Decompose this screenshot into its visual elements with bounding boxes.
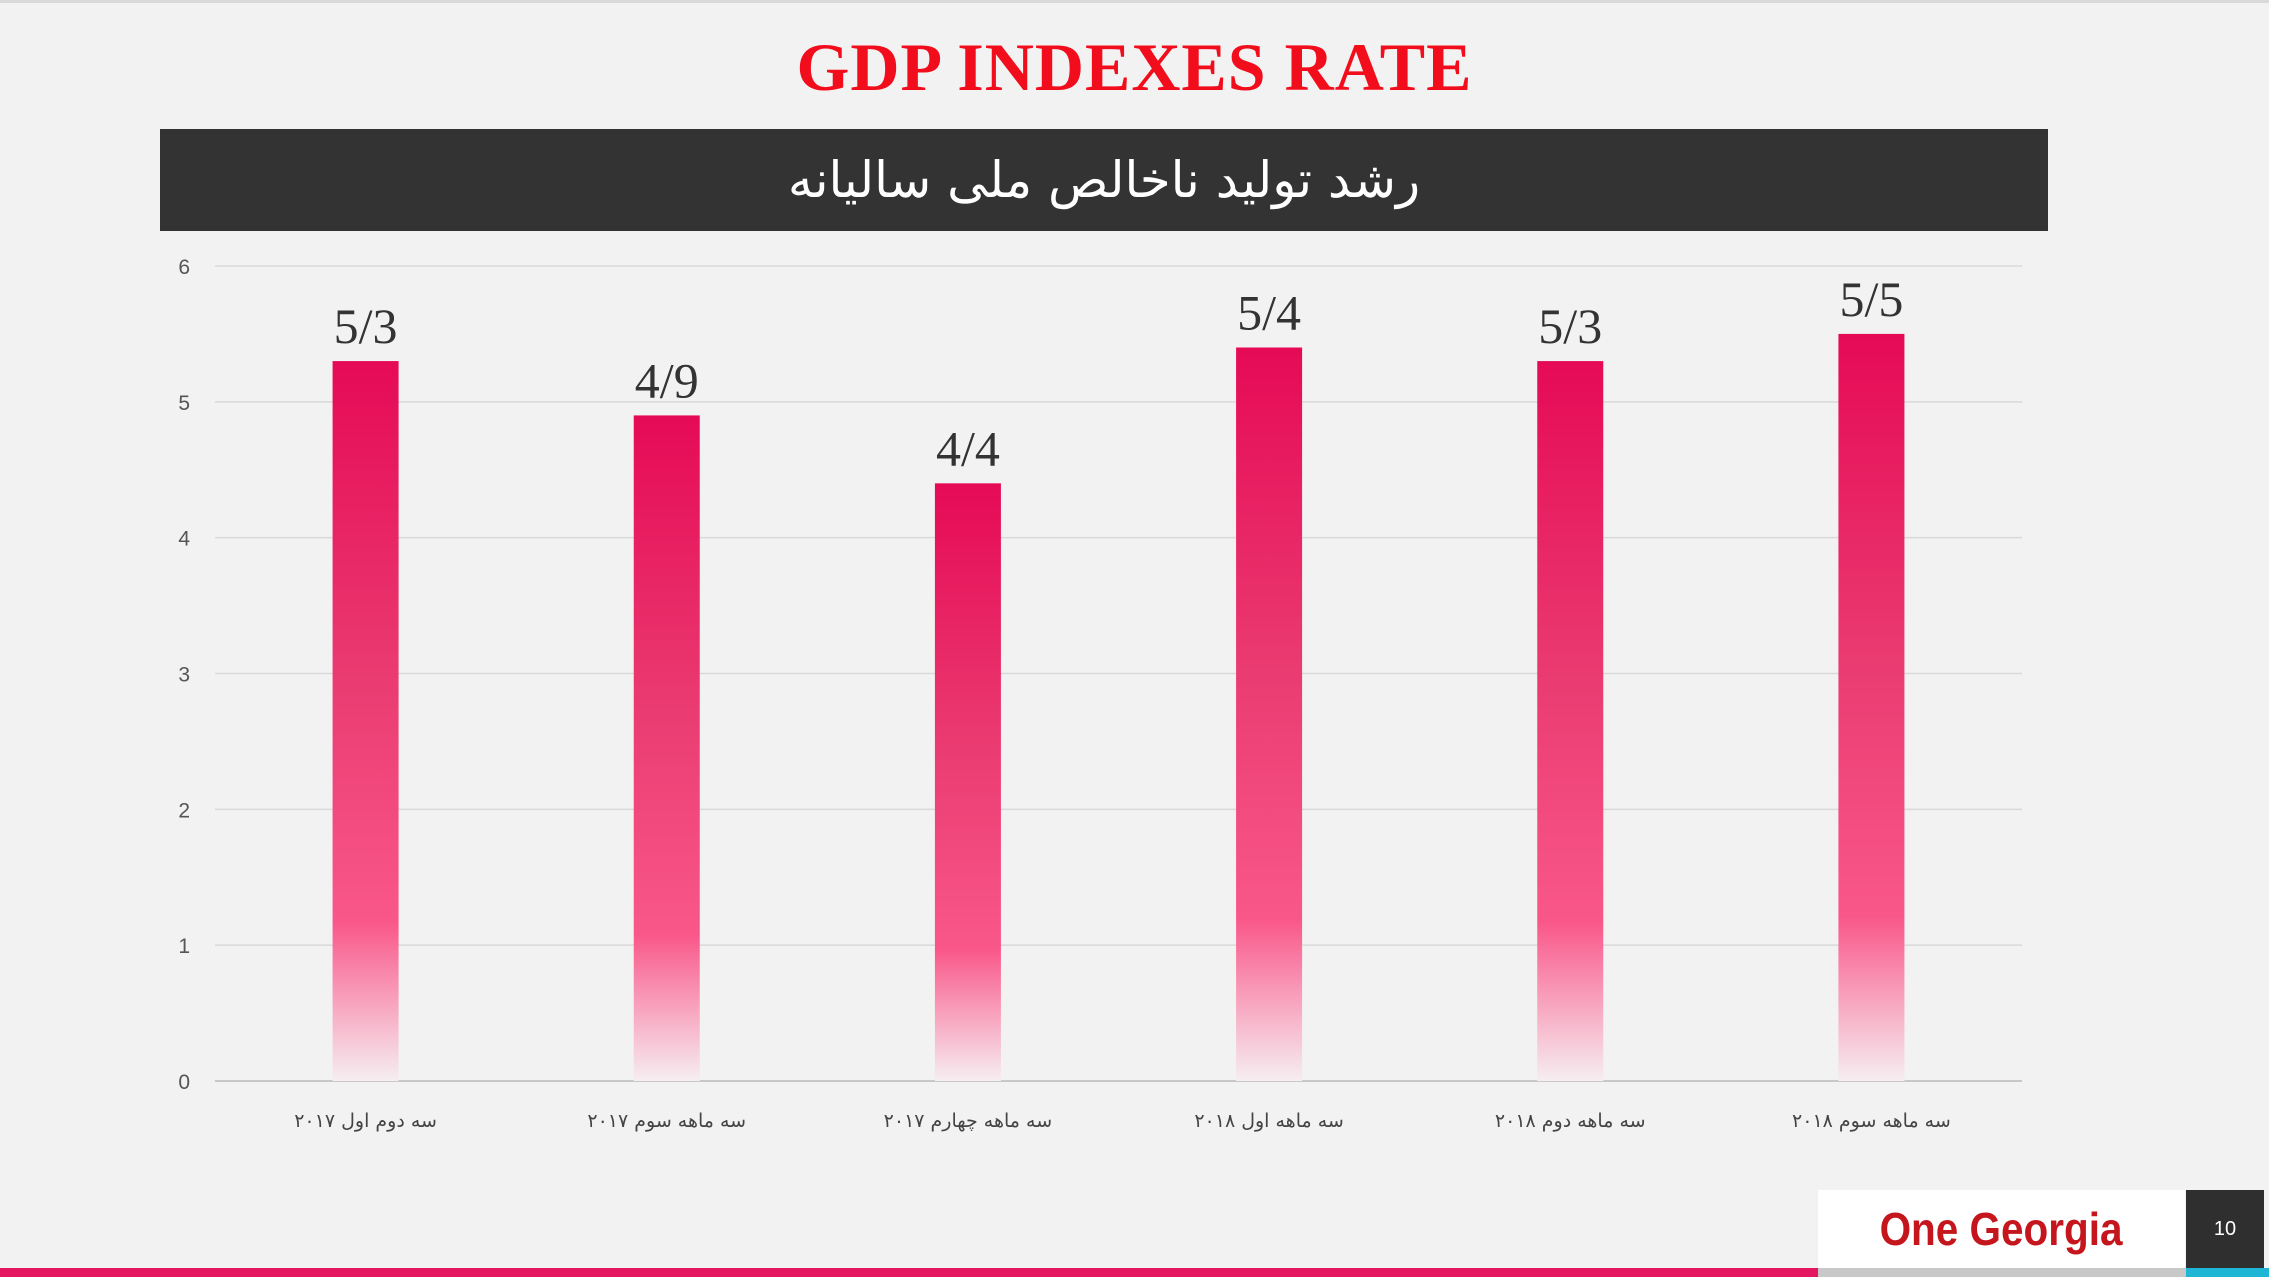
gridlines	[215, 265, 2022, 1082]
logo: One Georgia	[1818, 1190, 2185, 1268]
y-tick-label: 5	[178, 392, 190, 415]
bar	[934, 483, 1001, 1081]
x-tick-label: سه ماهه اول ۲۰۱۸	[1194, 1110, 1343, 1132]
top-rule	[0, 0, 2269, 3]
bar	[633, 415, 700, 1082]
slide-title: GDP INDEXES RATE	[796, 29, 1473, 105]
y-tick-label: 0	[178, 1071, 190, 1094]
page-number: 10	[2213, 1217, 2237, 1240]
page-number-box: 10	[2186, 1190, 2264, 1268]
y-tick-label: 3	[178, 664, 190, 687]
logo-text: One Georgia	[1880, 1203, 2123, 1255]
bar	[1537, 361, 1604, 1081]
chart-subtitle: رشد تولید ناخالص ملی سالیانه	[787, 151, 1421, 209]
x-tick-label: سه ماهه چهارم ۲۰۱۷	[884, 1110, 1052, 1132]
data-labels: 5/3 4/9 4/4 5/4 5/3 5/5	[334, 271, 1904, 476]
data-label: 5/5	[1839, 271, 1903, 327]
y-tick-label: 6	[178, 256, 190, 279]
footer-band-grey	[1818, 1268, 2186, 1277]
subtitle-bar: رشد تولید ناخالص ملی سالیانه	[160, 129, 2048, 231]
x-tick-label: سه ماهه سوم ۲۰۱۷	[587, 1110, 746, 1132]
data-label: 5/3	[1538, 298, 1602, 354]
data-label: 4/4	[936, 420, 1000, 476]
x-axis: سه دوم اول ۲۰۱۷ سه ماهه سوم ۲۰۱۷ سه ماهه چ…	[294, 1110, 1951, 1132]
bar	[1838, 333, 1905, 1082]
footer-band-cyan	[2186, 1268, 2269, 1277]
x-tick-label: سه ماهه دوم ۲۰۱۸	[1495, 1110, 1646, 1132]
x-tick-label: سه ماهه سوم ۲۰۱۸	[1792, 1110, 1951, 1132]
data-label: 5/3	[334, 298, 398, 354]
y-tick-label: 4	[178, 528, 190, 551]
bars	[332, 333, 1905, 1082]
bar	[1236, 347, 1303, 1081]
footer-band-red	[0, 1268, 1818, 1277]
y-tick-label: 1	[178, 935, 190, 958]
y-tick-label: 2	[178, 799, 190, 822]
bar	[332, 361, 399, 1081]
data-label: 5/4	[1237, 285, 1301, 341]
y-axis: 0 1 2 3 4 5 6	[178, 256, 190, 1094]
x-tick-label: سه دوم اول ۲۰۱۷	[294, 1110, 437, 1132]
data-label: 4/9	[635, 352, 699, 408]
